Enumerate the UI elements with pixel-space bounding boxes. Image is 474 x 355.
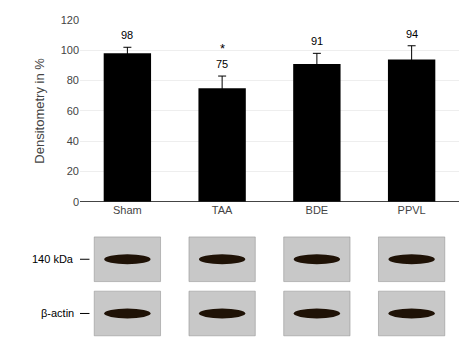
svg-text:100: 100	[61, 44, 79, 56]
svg-text:PPVL: PPVL	[398, 204, 426, 216]
svg-text:*: *	[220, 41, 225, 56]
svg-text:40: 40	[67, 135, 79, 147]
svg-text:TAA: TAA	[212, 204, 233, 216]
svg-text:98: 98	[121, 29, 133, 41]
svg-text:20: 20	[67, 165, 79, 177]
svg-text:β-actin: β-actin	[41, 307, 74, 319]
svg-text:94: 94	[406, 28, 418, 40]
svg-text:120: 120	[61, 14, 79, 26]
svg-text:Densitometry in %: Densitometry in %	[32, 58, 47, 164]
svg-text:BDE: BDE	[306, 204, 329, 216]
svg-text:0: 0	[73, 196, 79, 208]
svg-text:60: 60	[67, 105, 79, 117]
svg-text:140 kDa: 140 kDa	[32, 253, 74, 265]
svg-text:80: 80	[67, 74, 79, 86]
svg-text:75: 75	[216, 58, 228, 70]
svg-text:Sham: Sham	[113, 204, 142, 216]
svg-text:91: 91	[311, 35, 323, 47]
